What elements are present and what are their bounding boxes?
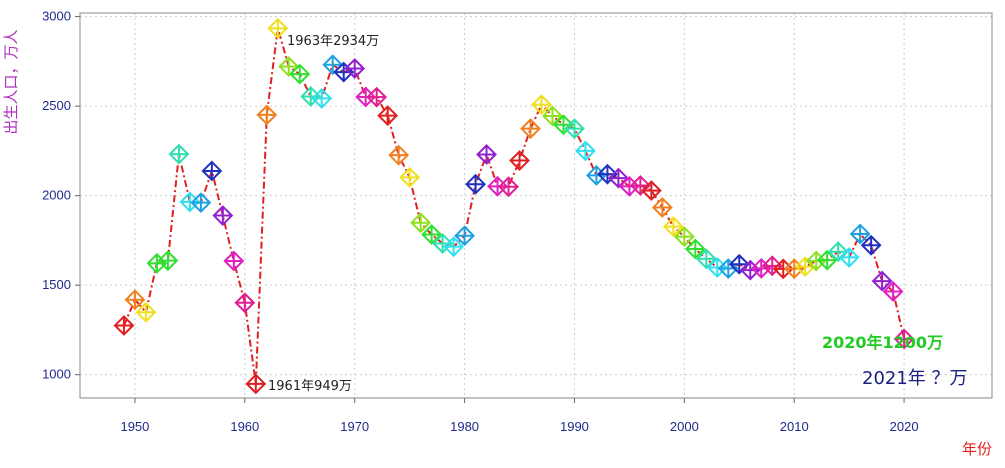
- data-point-1982: [476, 144, 497, 165]
- x-tick-label: 1970: [340, 419, 369, 434]
- data-point-2006: [739, 259, 761, 281]
- data-point-2011: [794, 256, 816, 277]
- y-tick-label: 2000: [42, 188, 71, 203]
- data-point-1959: [223, 250, 245, 272]
- data-point-1968: [322, 54, 344, 76]
- data-point-1997: [640, 180, 662, 202]
- data-point-1981: [465, 173, 486, 195]
- data-point-1962: [256, 104, 278, 126]
- data-point-2002: [695, 248, 717, 270]
- data-point-1999: [662, 216, 684, 238]
- data-point-1974: [388, 144, 410, 166]
- data-point-1963: [267, 17, 289, 39]
- y-axis-ticks: 1000 1500 2000 2500 3000: [42, 9, 80, 382]
- data-point-1985: [509, 150, 530, 171]
- data-point-2014: [827, 241, 849, 263]
- data-point-1970: [344, 58, 366, 79]
- y-tick-label: 1500: [42, 277, 71, 292]
- data-point-2018: [871, 270, 893, 292]
- data-point-2019: [882, 281, 904, 302]
- y-tick-label: 3000: [42, 9, 71, 24]
- annotation-1963-peak: 1963年2934万: [287, 34, 379, 49]
- data-point-1964: [278, 56, 300, 77]
- data-point-2000: [673, 226, 695, 248]
- x-tick-label: 1980: [450, 419, 479, 434]
- data-point-1976: [410, 212, 432, 234]
- data-point-2005: [728, 253, 750, 275]
- annotation-2021: 2021年 ？万: [862, 368, 968, 389]
- data-point-1994: [607, 167, 629, 189]
- y-tick-label: 1000: [42, 367, 71, 382]
- data-point-1991: [575, 140, 596, 162]
- data-point-1973: [377, 105, 399, 127]
- annotation-2020: 2020年1200万: [822, 333, 943, 352]
- data-point-2016: [849, 223, 871, 245]
- data-point-1954: [168, 143, 190, 165]
- data-point-1979: [443, 236, 465, 258]
- data-point-1957: [201, 160, 223, 182]
- data-point-1951: [135, 301, 157, 323]
- data-point-1977: [421, 224, 443, 245]
- data-point-2017: [860, 234, 882, 256]
- y-tick-label: 2500: [42, 98, 71, 113]
- x-tick-label: 2010: [780, 419, 809, 434]
- data-point-1986: [520, 118, 541, 140]
- data-point-1953: [157, 250, 179, 272]
- x-tick-label: 1950: [120, 419, 149, 434]
- data-points: [113, 17, 915, 395]
- x-tick-label: 1990: [560, 419, 589, 434]
- data-point-1998: [651, 197, 673, 218]
- grid-lines: [80, 13, 992, 398]
- x-tick-label: 1960: [230, 419, 259, 434]
- x-tick-label: 2020: [890, 419, 919, 434]
- data-point-1956: [190, 192, 212, 214]
- data-point-1975: [399, 166, 421, 188]
- series-line: [123, 28, 906, 385]
- data-point-2020: [893, 328, 915, 350]
- annotation-1961-low: 1961年949万: [268, 379, 352, 394]
- data-point-1984: [498, 176, 519, 198]
- data-point-1988: [542, 105, 563, 127]
- data-point-1967: [311, 88, 333, 109]
- data-point-1980: [454, 225, 475, 247]
- data-point-1950: [124, 289, 146, 311]
- data-point-1949: [113, 315, 135, 336]
- y-axis-label: 出生人口，万人: [2, 29, 20, 134]
- plot-area: [79, 12, 993, 399]
- data-point-1965: [289, 63, 311, 85]
- data-point-1987: [531, 94, 552, 116]
- data-point-1992: [586, 165, 607, 186]
- data-point-1960: [234, 292, 256, 314]
- data-point-1990: [564, 118, 585, 140]
- data-point-1958: [212, 205, 234, 226]
- data-point-1972: [366, 86, 388, 108]
- data-point-2015: [838, 247, 860, 268]
- data-point-1961: [245, 373, 267, 395]
- x-axis-label: 年份: [962, 440, 992, 458]
- x-tick-label: 2000: [670, 419, 699, 434]
- x-axis-ticks: 1950 1960 1970 1980 1990 2000 2010 2020: [120, 398, 919, 434]
- data-point-2001: [684, 238, 706, 260]
